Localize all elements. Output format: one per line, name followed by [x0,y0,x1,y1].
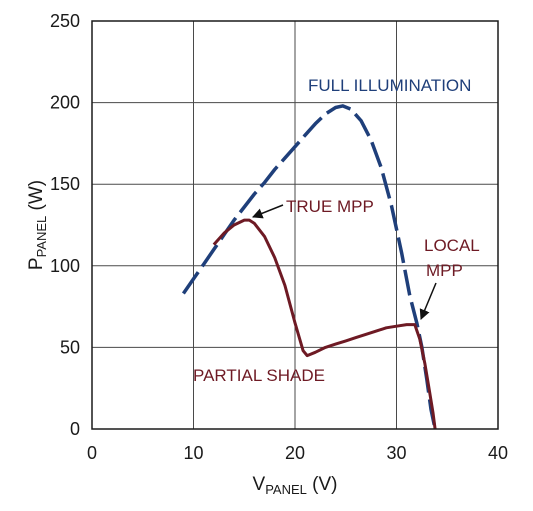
y-axis-label-main: P [26,257,47,270]
y-tick-label: 50 [60,337,80,357]
y-axis-label-sub: PANEL [34,216,49,258]
annotation-true-mpp: TRUE MPP [286,197,374,216]
annotation-mpp: MPP [426,261,463,280]
annotation-full-illumination: FULL ILLUMINATION [308,76,471,95]
y-tick-label: 150 [50,174,80,194]
y-axis-label-unit: (W) [26,180,47,216]
y-tick-label: 250 [50,11,80,31]
y-tick-label: 100 [50,256,80,276]
x-axis-label-sub: PANEL [265,482,307,497]
x-tick-label: 0 [87,443,97,463]
series-line-partial [212,218,437,430]
series-line-full [181,104,437,430]
y-axis-label: PPANEL (W) [26,180,49,270]
plot-frame [91,20,499,430]
annotation-local: LOCAL [424,236,480,255]
x-tick-label: 20 [285,443,305,463]
series-group [181,104,437,430]
local-mpp-arrow [419,282,437,320]
true-mpp-arrow [252,204,284,219]
tick-labels: 0 10 20 30 40 0 50 100 150 200 250 [50,11,508,463]
x-axis-label: VPANEL (V) [253,474,338,497]
x-axis-label-main: V [253,474,266,495]
annotation-partial-shade: PARTIAL SHADE [193,366,325,385]
y-tick-label: 0 [70,419,80,439]
x-axis-label-unit: (V) [307,474,338,495]
x-tick-label: 30 [386,443,406,463]
x-tick-label: 10 [183,443,203,463]
x-tick-label: 40 [488,443,508,463]
y-tick-label: 200 [50,93,80,113]
